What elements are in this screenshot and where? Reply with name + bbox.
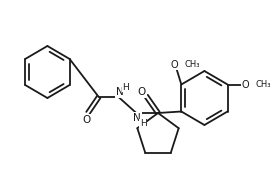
Text: N: N bbox=[116, 87, 123, 97]
Text: O: O bbox=[137, 87, 145, 97]
Text: N: N bbox=[133, 113, 141, 123]
Text: CH₃: CH₃ bbox=[255, 80, 271, 89]
Text: O: O bbox=[83, 115, 91, 125]
Text: O: O bbox=[241, 80, 249, 90]
Text: O: O bbox=[171, 59, 178, 69]
Text: H: H bbox=[122, 82, 129, 91]
Text: CH₃: CH₃ bbox=[184, 60, 200, 69]
Text: H: H bbox=[140, 120, 147, 129]
